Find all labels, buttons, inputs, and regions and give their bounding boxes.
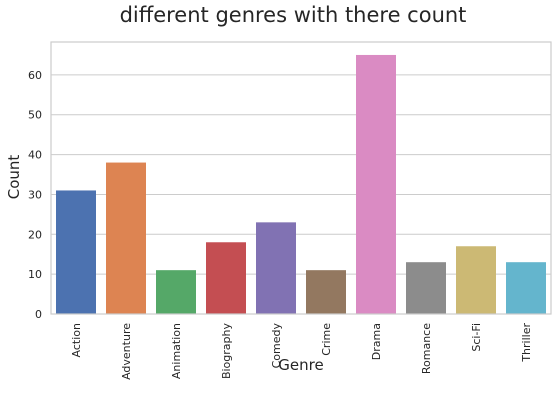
x-tick-label: Animation bbox=[170, 323, 183, 379]
y-tick-labels: 0 10 20 30 40 50 60 bbox=[28, 69, 42, 321]
bar-adventure bbox=[106, 162, 146, 314]
bar-animation bbox=[156, 270, 196, 314]
y-tick-label: 30 bbox=[28, 188, 42, 201]
chart-title: different genres with there count bbox=[120, 3, 467, 27]
x-tick-label: Romance bbox=[420, 323, 433, 374]
bar-action bbox=[56, 190, 96, 314]
y-tick-label: 10 bbox=[28, 268, 42, 281]
y-tick-label: 40 bbox=[28, 149, 42, 162]
bar-sci-fi bbox=[456, 246, 496, 314]
x-tick-labels: Action Adventure Animation Biography Comedy C… bbox=[70, 323, 533, 380]
y-tick-label: 50 bbox=[28, 109, 42, 122]
x-tick-label: Drama bbox=[370, 323, 383, 360]
bar-biography bbox=[206, 242, 246, 314]
y-tick-label: 0 bbox=[35, 308, 42, 321]
bar-thriller bbox=[506, 262, 546, 314]
y-tick-label: 60 bbox=[28, 69, 42, 82]
bar-comedy bbox=[256, 222, 296, 314]
x-axis-label: Genre bbox=[278, 356, 323, 374]
x-tick-label: Biography bbox=[220, 323, 233, 380]
bar-drama bbox=[356, 54, 396, 314]
x-tick-label: Comedy bbox=[270, 323, 283, 369]
y-axis-label: Count bbox=[5, 155, 23, 200]
x-tick-label: Action bbox=[70, 323, 83, 357]
x-tick-label: Adventure bbox=[120, 323, 133, 380]
x-tick-label: Crime bbox=[320, 323, 333, 356]
plot-frame bbox=[50, 41, 552, 315]
bars bbox=[56, 54, 546, 314]
bar-crime bbox=[306, 270, 346, 314]
x-tick-label: Sci-Fi bbox=[470, 323, 483, 352]
x-tick-label: Thriller bbox=[520, 323, 533, 363]
bar-romance bbox=[406, 262, 446, 314]
y-tick-label: 20 bbox=[28, 228, 42, 241]
